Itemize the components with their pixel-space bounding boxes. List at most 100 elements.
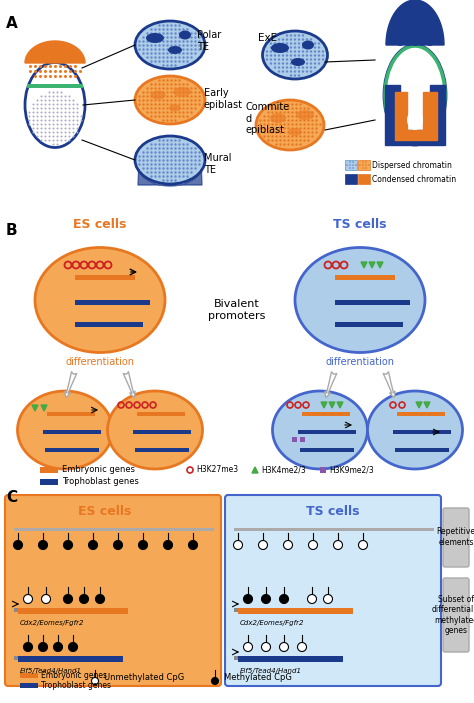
Circle shape — [150, 52, 153, 55]
Circle shape — [155, 160, 157, 162]
Text: ES cells: ES cells — [78, 505, 132, 518]
Circle shape — [48, 127, 51, 129]
Circle shape — [158, 37, 161, 39]
Circle shape — [162, 175, 164, 178]
Circle shape — [155, 96, 157, 98]
Ellipse shape — [173, 87, 191, 97]
Circle shape — [24, 643, 33, 652]
Circle shape — [314, 42, 316, 45]
Circle shape — [182, 56, 185, 58]
Circle shape — [150, 91, 153, 93]
Ellipse shape — [25, 63, 85, 148]
Circle shape — [158, 60, 161, 63]
Text: Elf5/Tead4/Hand1: Elf5/Tead4/Hand1 — [240, 668, 302, 674]
Text: TS cells: TS cells — [333, 218, 387, 231]
Circle shape — [170, 148, 173, 150]
Circle shape — [178, 108, 181, 110]
Circle shape — [54, 65, 57, 68]
Circle shape — [295, 139, 298, 142]
Circle shape — [190, 96, 193, 98]
Circle shape — [287, 111, 290, 114]
Circle shape — [73, 131, 74, 134]
Circle shape — [182, 96, 185, 98]
Circle shape — [178, 143, 181, 146]
Polygon shape — [395, 92, 437, 140]
Circle shape — [290, 46, 292, 49]
Circle shape — [271, 131, 273, 134]
Circle shape — [174, 96, 177, 98]
Circle shape — [186, 111, 189, 114]
Circle shape — [299, 120, 301, 122]
Circle shape — [170, 79, 173, 82]
Circle shape — [302, 51, 304, 53]
Circle shape — [48, 115, 51, 117]
Ellipse shape — [18, 391, 112, 469]
Circle shape — [294, 42, 296, 45]
Ellipse shape — [302, 41, 314, 49]
Circle shape — [38, 541, 47, 550]
Circle shape — [182, 160, 185, 162]
Circle shape — [45, 115, 46, 117]
Circle shape — [299, 127, 301, 129]
Circle shape — [190, 111, 193, 114]
Circle shape — [310, 63, 312, 65]
Ellipse shape — [271, 43, 289, 53]
Circle shape — [282, 38, 284, 41]
Circle shape — [279, 103, 282, 105]
Circle shape — [306, 42, 308, 45]
Circle shape — [266, 58, 268, 60]
Circle shape — [174, 179, 177, 181]
Circle shape — [292, 111, 294, 114]
Circle shape — [162, 44, 164, 46]
Circle shape — [274, 42, 276, 45]
Circle shape — [194, 160, 197, 162]
Circle shape — [318, 54, 320, 57]
Circle shape — [40, 124, 43, 126]
Circle shape — [286, 58, 288, 60]
Circle shape — [307, 131, 310, 134]
Circle shape — [138, 96, 141, 98]
Circle shape — [56, 124, 58, 126]
Circle shape — [166, 32, 169, 34]
Circle shape — [170, 111, 173, 114]
Polygon shape — [416, 402, 422, 408]
Circle shape — [150, 108, 153, 110]
Circle shape — [33, 127, 35, 129]
Circle shape — [306, 58, 308, 60]
Circle shape — [142, 44, 145, 46]
Circle shape — [155, 108, 157, 110]
Circle shape — [61, 127, 63, 129]
Circle shape — [166, 103, 169, 105]
Circle shape — [28, 120, 30, 122]
Ellipse shape — [135, 76, 205, 124]
Circle shape — [150, 115, 153, 117]
Circle shape — [39, 75, 42, 78]
Circle shape — [174, 87, 177, 90]
Circle shape — [138, 163, 141, 166]
Circle shape — [150, 96, 153, 98]
Circle shape — [310, 70, 312, 72]
Circle shape — [170, 167, 173, 169]
Circle shape — [186, 151, 189, 154]
Circle shape — [182, 28, 185, 31]
Text: H3K4me2/3: H3K4me2/3 — [261, 465, 306, 475]
Circle shape — [158, 52, 161, 55]
Circle shape — [162, 99, 164, 102]
Circle shape — [302, 46, 304, 49]
Circle shape — [150, 37, 153, 39]
Circle shape — [36, 100, 38, 101]
Circle shape — [166, 64, 169, 67]
Circle shape — [155, 167, 157, 169]
Circle shape — [190, 49, 193, 51]
Ellipse shape — [146, 33, 164, 43]
Circle shape — [186, 37, 189, 39]
Circle shape — [299, 135, 301, 138]
Circle shape — [69, 65, 72, 68]
Circle shape — [146, 56, 149, 58]
Circle shape — [319, 123, 322, 126]
Circle shape — [174, 139, 177, 142]
Circle shape — [279, 120, 282, 122]
Circle shape — [310, 54, 312, 57]
Circle shape — [186, 163, 189, 166]
Circle shape — [150, 163, 153, 166]
